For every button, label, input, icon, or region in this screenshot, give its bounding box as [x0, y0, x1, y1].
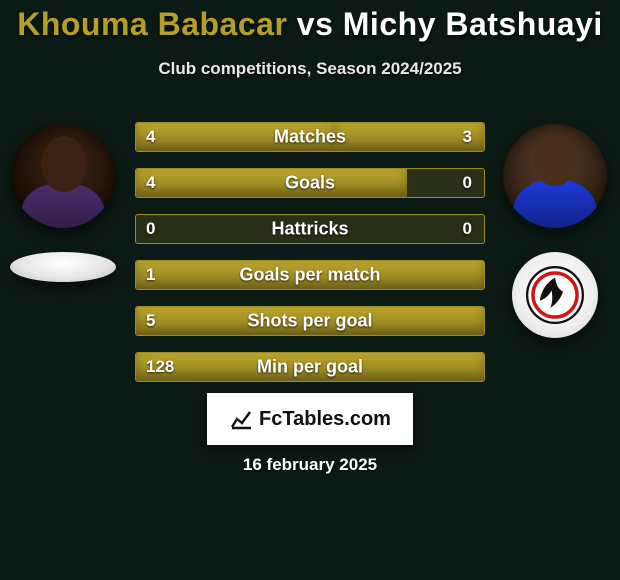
- player-left-avatar: [11, 124, 115, 228]
- stat-bar: 128 Min per goal: [135, 352, 485, 382]
- stat-value-left: 4: [146, 173, 155, 193]
- club-left-badge: [10, 252, 116, 282]
- stat-label: Goals per match: [239, 265, 380, 286]
- chart-icon: [229, 407, 253, 431]
- stat-value-right: 0: [463, 173, 472, 193]
- title-right-name: Michy Batshuayi: [343, 6, 603, 42]
- subtitle: Club competitions, Season 2024/2025: [0, 59, 620, 79]
- stat-value-left: 4: [146, 127, 155, 147]
- left-column: [8, 124, 118, 282]
- title-vs: vs: [297, 6, 343, 42]
- stat-value-left: 0: [146, 219, 155, 239]
- stat-bar: 4 0 Goals: [135, 168, 485, 198]
- player-right-avatar: [503, 124, 607, 228]
- comparison-bars: 4 3 Matches 4 0 Goals 0 0 Hattricks 1 Goals per ma…: [135, 122, 485, 382]
- stat-label: Min per goal: [257, 357, 363, 378]
- stat-label: Goals: [285, 173, 335, 194]
- title-left-name: Khouma Babacar: [17, 6, 287, 42]
- stat-value-right: 3: [463, 127, 472, 147]
- stat-value-left: 128: [146, 357, 174, 377]
- stat-bar: 1 Goals per match: [135, 260, 485, 290]
- footer-logo-text: FcTables.com: [259, 408, 391, 431]
- stat-value-right: 0: [463, 219, 472, 239]
- stat-bar: 5 Shots per goal: [135, 306, 485, 336]
- stat-label: Hattricks: [271, 219, 348, 240]
- stat-value-left: 1: [146, 265, 155, 285]
- eagle-icon: [526, 266, 584, 324]
- stat-label: Shots per goal: [247, 311, 372, 332]
- club-right-badge: [512, 252, 598, 338]
- stat-bar: 0 0 Hattricks: [135, 214, 485, 244]
- stat-bar: 4 3 Matches: [135, 122, 485, 152]
- right-column: [500, 124, 610, 338]
- footer-date: 16 february 2025: [243, 455, 377, 475]
- footer-logo-box: FcTables.com: [207, 393, 413, 445]
- stat-fill-left: [136, 169, 407, 197]
- page-title: Khouma Babacar vs Michy Batshuayi: [0, 0, 620, 43]
- stat-value-left: 5: [146, 311, 155, 331]
- stat-label: Matches: [274, 127, 346, 148]
